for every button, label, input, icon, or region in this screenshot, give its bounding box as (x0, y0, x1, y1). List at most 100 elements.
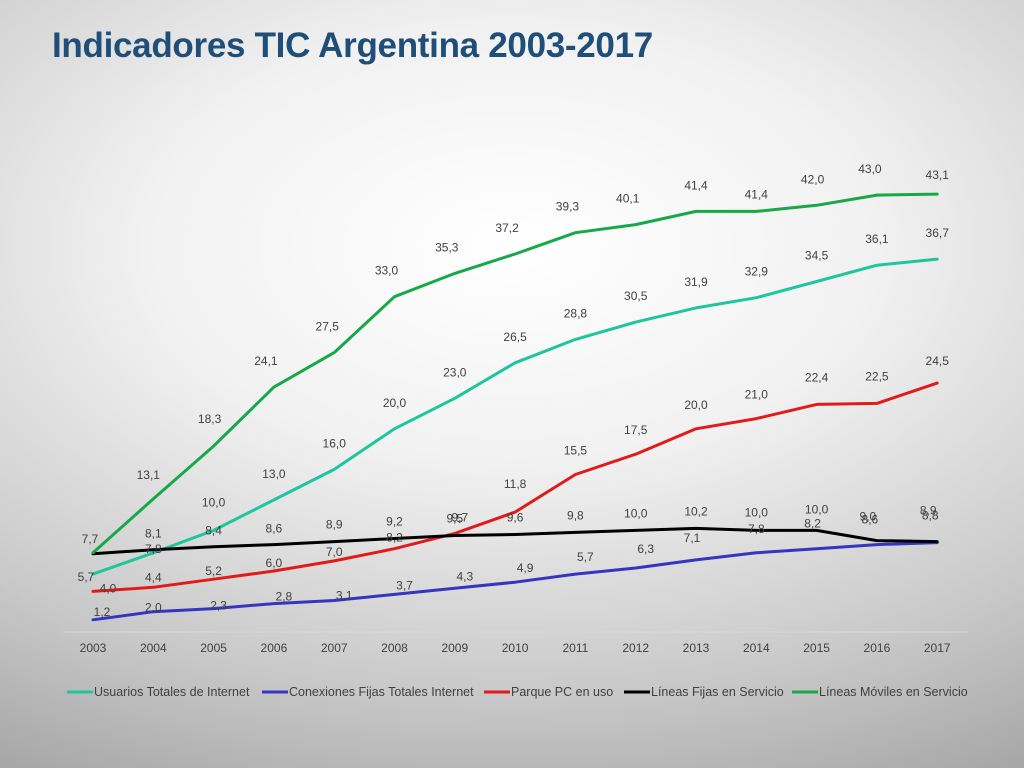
data-label: 8,2 (804, 517, 821, 531)
slide-title: Indicadores TIC Argentina 2003-2017 (52, 26, 653, 65)
series-line-2 (91, 381, 939, 593)
data-label: 17,5 (624, 423, 648, 437)
data-label: 9,6 (507, 511, 524, 525)
data-label: 3,1 (336, 589, 353, 603)
data-label: 2,0 (145, 601, 162, 615)
x-tick-label: 2013 (683, 641, 710, 655)
data-label: 10,0 (624, 506, 648, 520)
data-label: 36,1 (865, 232, 889, 246)
data-label: 22,4 (805, 370, 829, 384)
data-label: 7,7 (82, 532, 99, 546)
data-label: 1,2 (94, 605, 111, 619)
data-label: 8,8 (922, 509, 939, 523)
data-label: 5,2 (205, 564, 222, 578)
data-label: 9,8 (567, 508, 584, 522)
data-label: 33,0 (375, 264, 399, 278)
x-tick-label: 2011 (562, 641, 588, 655)
data-label: 42,0 (801, 172, 825, 186)
data-label: 9,7 (451, 510, 468, 524)
x-axis: 2003 2004 2005 2006 2007 2008 2009 2010 2011 2012… (63, 631, 968, 655)
data-label: 8,2 (386, 531, 403, 545)
data-label: 10,0 (805, 502, 829, 516)
data-label: 41,4 (745, 187, 769, 201)
data-label: 43,0 (858, 162, 882, 176)
data-label: 43,1 (926, 168, 950, 182)
data-label: 37,2 (495, 221, 519, 235)
data-label: 9,2 (386, 515, 403, 529)
series-lines (91, 192, 939, 622)
data-label: 23,0 (443, 365, 467, 379)
data-label: 32,9 (745, 265, 769, 279)
data-label: 10,0 (202, 495, 226, 509)
x-tick-label: 2003 (80, 641, 107, 655)
data-label: 8,9 (920, 504, 937, 518)
x-tick-label: 2005 (200, 641, 227, 655)
data-label: 21,0 (745, 388, 769, 402)
legend-entry: Líneas Móviles en Servicio (819, 685, 968, 699)
x-tick-label: 2006 (261, 641, 288, 655)
data-label: 4,4 (145, 570, 162, 584)
data-label: 18,3 (198, 412, 222, 426)
data-label: 5,7 (78, 570, 95, 584)
data-label: 24,1 (254, 354, 278, 368)
data-labels: 5,7 7,8 10,0 13,0 16,0 20,0 23,0 26,5 28,8 30,5 31… (78, 162, 950, 619)
legend-entry: Usuarios Totales de Internet (94, 685, 250, 699)
data-label: 4,0 (100, 581, 117, 595)
data-label: 2,8 (276, 590, 293, 604)
x-tick-label: 2017 (924, 641, 951, 655)
legend-entry: Líneas Fijas en Servicio (651, 685, 784, 699)
data-label: 8,4 (205, 524, 222, 538)
data-label: 30,5 (624, 289, 648, 303)
x-tick-label: 2007 (321, 641, 348, 655)
data-label: 7,8 (145, 542, 162, 556)
data-label: 13,1 (137, 468, 161, 482)
data-label: 40,1 (616, 192, 640, 206)
x-tick-label: 2004 (140, 641, 167, 655)
data-label: 7,0 (326, 545, 343, 559)
data-label: 15,5 (564, 444, 588, 458)
data-label: 11,8 (504, 477, 527, 491)
data-label: 9,5 (446, 512, 463, 526)
data-label: 16,0 (323, 436, 347, 450)
series-line-3 (91, 526, 939, 556)
data-label: 8,9 (326, 518, 343, 532)
data-label: 3,7 (396, 578, 413, 592)
legend-entry: Parque PC en uso (511, 685, 613, 699)
data-label: 36,7 (926, 226, 950, 240)
data-label: 9,0 (860, 510, 877, 524)
data-label: 7,8 (748, 522, 765, 536)
data-label: 8,6 (862, 513, 879, 527)
series-line-0 (91, 257, 939, 576)
data-label: 10,0 (745, 505, 769, 519)
data-label: 26,5 (503, 330, 527, 344)
data-label: 31,9 (684, 275, 708, 289)
data-label: 6,0 (266, 556, 283, 570)
data-label: 34,5 (805, 249, 829, 263)
data-label: 8,6 (266, 522, 283, 536)
data-label: 41,4 (684, 178, 708, 192)
data-label: 24,5 (926, 354, 950, 368)
data-label: 7,1 (684, 531, 701, 545)
x-tick-label: 2008 (381, 641, 408, 655)
x-tick-label: 2009 (441, 641, 468, 655)
data-label: 39,3 (556, 200, 580, 214)
x-tick-label: 2010 (502, 641, 529, 655)
legend: Usuarios Totales de Internet Conexiones F… (67, 685, 968, 699)
x-tick-label: 2014 (743, 641, 770, 655)
data-label: 20,0 (383, 396, 407, 410)
data-label: 8,1 (145, 527, 162, 541)
data-label: 35,3 (435, 240, 459, 254)
data-label: 4,9 (517, 561, 534, 575)
data-label: 4,3 (456, 569, 473, 583)
data-label: 27,5 (316, 320, 340, 334)
x-tick-label: 2016 (864, 641, 891, 655)
data-label: 2,3 (210, 599, 227, 613)
x-tick-label: 2012 (622, 641, 649, 655)
data-label: 13,0 (262, 467, 286, 481)
series-line-4 (91, 192, 939, 555)
x-tick-label: 2015 (803, 641, 830, 655)
data-label: 6,3 (637, 542, 654, 556)
series-line-1 (91, 541, 939, 622)
data-label: 22,5 (865, 369, 889, 383)
